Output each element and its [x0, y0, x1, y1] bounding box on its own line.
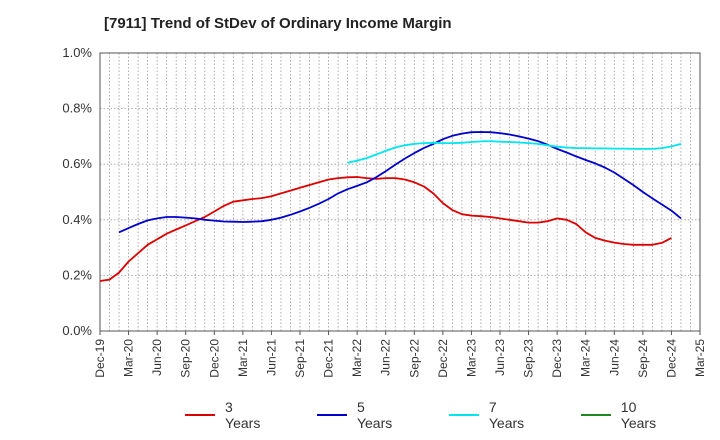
x-tick-label: Mar-23	[464, 339, 478, 377]
x-tick-label: Jun-21	[264, 339, 278, 376]
series-line-7-years	[347, 140, 682, 164]
chart-title: [7911] Trend of StDev of Ordinary Income…	[104, 15, 452, 32]
x-tick-label: Mar-24	[579, 339, 593, 377]
chart-legend: 3 Years 5 Years 7 Years 10 Years	[185, 399, 720, 431]
x-tick-label: Dec-24	[664, 339, 678, 378]
series-line-3-years	[99, 176, 672, 282]
legend-label: 5 Years	[356, 399, 393, 431]
legend-item: 3 Years	[185, 399, 269, 431]
x-tick-label: Jun-23	[493, 339, 507, 376]
x-tick-label: Dec-21	[322, 339, 336, 378]
y-tick-label: 0.0%	[62, 323, 92, 338]
plot-frame	[99, 52, 701, 332]
legend-swatch	[448, 414, 479, 416]
y-tick-label: 0.8%	[62, 101, 92, 116]
x-tick-label: Jun-24	[607, 339, 621, 376]
x-tick-label: Jun-20	[150, 339, 164, 376]
x-tick-label: Dec-22	[436, 339, 450, 378]
x-tick-labels: Dec-19 Mar-20 Jun-20 Sep-20 Dec-20 Mar-21 Jun-…	[93, 339, 707, 378]
x-tick-label: Jun-22	[379, 339, 393, 376]
x-tick-label: Dec-19	[93, 339, 107, 378]
x-tick-label: Dec-23	[550, 339, 564, 378]
x-tick-label: Sep-23	[522, 339, 536, 378]
legend-item: 7 Years	[448, 399, 533, 431]
legend-label: 7 Years	[488, 399, 525, 431]
x-tick-label: Mar-25	[693, 339, 707, 377]
legend-label: 10 Years	[620, 399, 657, 431]
x-tick-label: Sep-24	[636, 339, 650, 378]
legend-item: 5 Years	[316, 399, 401, 431]
x-tick-label: Sep-20	[179, 339, 193, 378]
y-tick-label: 0.2%	[62, 267, 92, 282]
x-tick-label: Dec-20	[207, 339, 221, 378]
x-tick-label: Mar-20	[122, 339, 136, 377]
legend-swatch	[185, 414, 216, 416]
legend-swatch	[316, 414, 347, 416]
series-line-5-years	[118, 131, 682, 234]
y-tick-labels: 0.0% 0.2% 0.4% 0.6% 0.8% 1.0%	[62, 45, 92, 338]
x-tick-label: Mar-21	[236, 339, 250, 377]
y-tick-label: 1.0%	[62, 45, 92, 60]
y-tick-label: 0.4%	[62, 212, 92, 227]
series-lines	[99, 131, 682, 282]
grid-lines	[100, 52, 700, 331]
legend-label: 3 Years	[225, 399, 261, 431]
x-tick-label: Sep-22	[407, 339, 421, 378]
legend-swatch	[580, 414, 611, 416]
x-tick-label: Mar-22	[350, 339, 364, 377]
legend-item: 10 Years	[580, 399, 672, 431]
axes	[99, 52, 701, 335]
y-tick-label: 0.6%	[62, 156, 92, 171]
x-tick-label: Sep-21	[293, 339, 307, 378]
